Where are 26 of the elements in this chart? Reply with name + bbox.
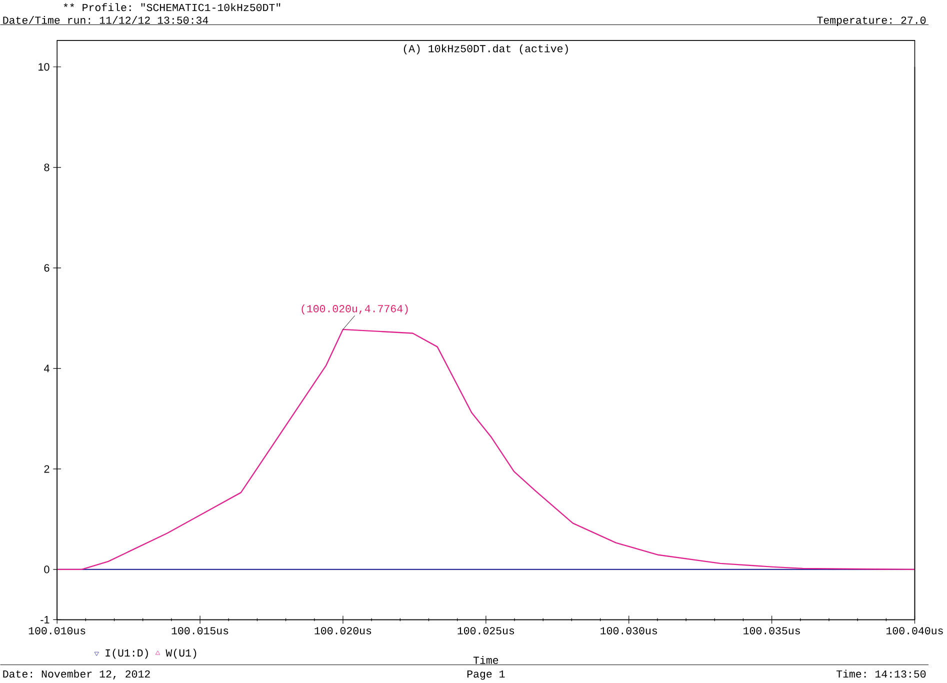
y-tick-label: 8: [44, 163, 50, 172]
line-series: [57, 328, 915, 570]
x-tick-label: 100.030us: [600, 626, 657, 634]
y-tick-label: 4: [44, 364, 50, 372]
y-tick-label: -1: [40, 616, 50, 624]
text: Date: November 12, 2012: [3, 670, 150, 680]
text: Page 1: [467, 670, 505, 680]
chart-subtitle: ** Profile: "SCHEMATIC1-10kHz50DT": [64, 3, 280, 11]
text: Date/Time run: 11/12/12 13:50:34: [3, 16, 208, 24]
legend-label: I(U1:D): [106, 648, 148, 658]
y-tick-label: 6: [44, 264, 50, 272]
x-tick-label: 100.010us: [28, 626, 86, 634]
text: Temperature: 27.0: [817, 16, 926, 26]
y-tick-label: 10: [38, 62, 50, 70]
x-axis-title: Time: [473, 656, 498, 664]
y-tick-label: 2: [44, 465, 50, 472]
y-tick-label: 0: [44, 565, 50, 574]
chart-title: (A) 10kHz50DT.dat (active): [404, 44, 568, 54]
text: Time: 14:13:50: [836, 670, 926, 678]
x-tick-label: 100.015us: [172, 626, 228, 634]
annotation: (100.020u,4.7764): [302, 304, 408, 314]
x-tick-label: 100.035us: [744, 626, 800, 634]
x-tick-label: 100.040us: [886, 626, 943, 634]
x-tick-label: 100.020us: [314, 626, 372, 634]
legend-label: W(U1): [166, 648, 196, 658]
x-tick-label: 100.025us: [458, 626, 514, 634]
